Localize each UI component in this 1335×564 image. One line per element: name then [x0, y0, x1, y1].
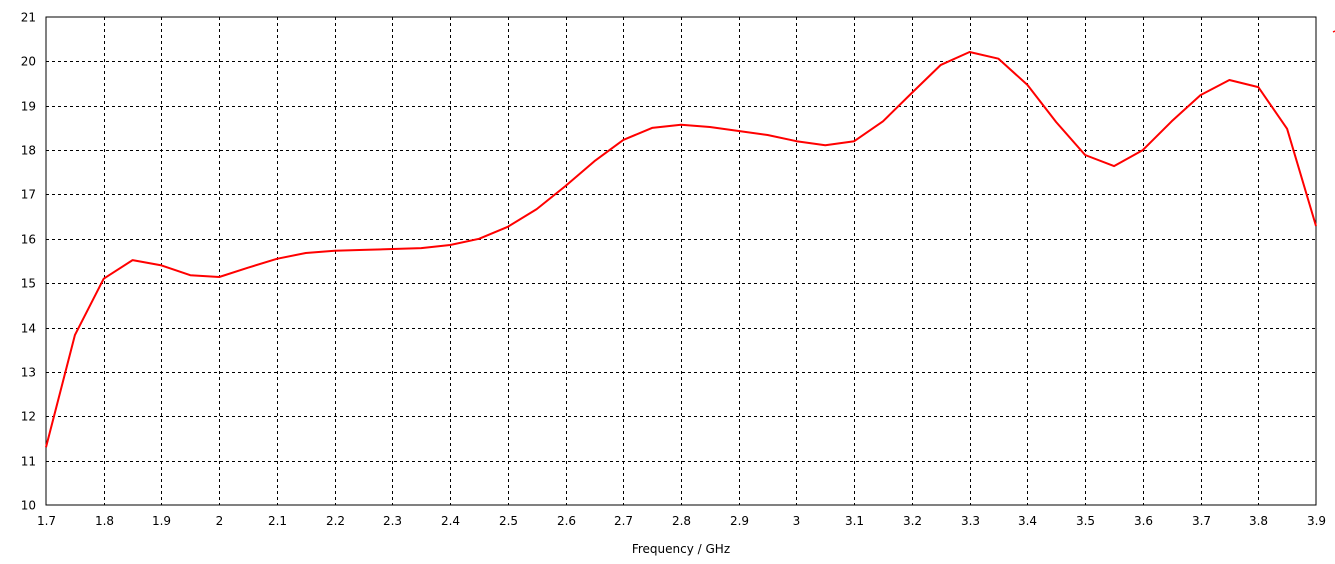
x-tick-label: 2.8 — [672, 514, 691, 528]
x-tick-label: 2 — [216, 514, 224, 528]
x-tick-label: 2.4 — [441, 514, 460, 528]
x-tick-label: 1.7 — [37, 514, 56, 528]
x-tick-label: 2.1 — [268, 514, 287, 528]
x-tick-label: 3.1 — [845, 514, 864, 528]
x-tick-label: 3.5 — [1076, 514, 1095, 528]
y-tick-label: 20 — [21, 55, 36, 69]
y-tick-label: 16 — [21, 233, 36, 247]
x-tick-label: 3.8 — [1249, 514, 1268, 528]
x-tick-label: 2.6 — [557, 514, 576, 528]
y-tick-label: 10 — [21, 499, 36, 513]
y-tick-label: 19 — [21, 100, 36, 114]
x-tick-label: 3.9 — [1307, 514, 1326, 528]
x-tick-label: 3.6 — [1134, 514, 1153, 528]
grid — [46, 17, 1316, 505]
x-tick-label: 3.3 — [961, 514, 980, 528]
x-axis-label: Frequency / GHz — [632, 542, 730, 556]
y-axis-ticks: 10 11 12 13 14 15 16 17 18 19 20 21 — [21, 11, 36, 513]
x-tick-label: 3.4 — [1018, 514, 1037, 528]
x-tick-label: 2.5 — [499, 514, 518, 528]
plot-frame — [45, 16, 1317, 506]
x-tick-label: 3.7 — [1192, 514, 1211, 528]
x-tick-label: 3 — [793, 514, 801, 528]
y-tick-label: 13 — [21, 366, 36, 380]
x-tick-label: 1.8 — [95, 514, 114, 528]
x-tick-label: 1.9 — [152, 514, 171, 528]
y-tick-label: 17 — [21, 188, 36, 202]
y-tick-label: 11 — [21, 455, 36, 469]
y-tick-label: 21 — [21, 11, 36, 25]
x-tick-label: 2.7 — [614, 514, 633, 528]
y-tick-label: 18 — [21, 144, 36, 158]
x-tick-label: 2.3 — [383, 514, 402, 528]
x-axis-ticks: 1.7 1.8 1.9 2 2.1 2.2 2.3 2.4 2.5 2.6 2.7 2.8 2.9 3 3.… — [37, 514, 1326, 528]
x-tick-label: 3.2 — [903, 514, 922, 528]
y-tick-label: 15 — [21, 277, 36, 291]
x-tick-label: 2.9 — [730, 514, 749, 528]
y-tick-label: 12 — [21, 410, 36, 424]
y-tick-label: 14 — [21, 322, 36, 336]
x-tick-label: 2.2 — [326, 514, 345, 528]
series-group — [45, 51, 1317, 448]
series-line-0 — [45, 51, 1317, 448]
